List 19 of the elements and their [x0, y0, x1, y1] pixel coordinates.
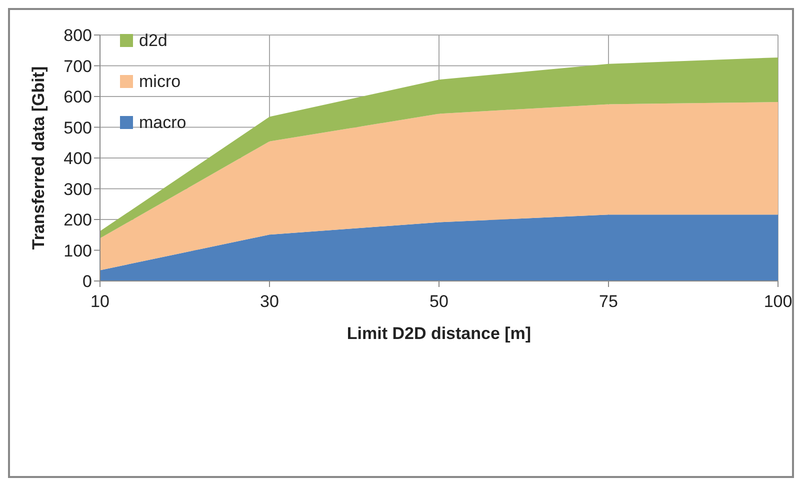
y-axis-title: Transferred data [Gbit] [29, 66, 48, 250]
x-tick-label: 50 [430, 292, 448, 312]
y-tick-label: 500 [64, 118, 92, 138]
y-tick-label: 800 [64, 26, 92, 46]
x-axis-title: Limit D2D distance [m] [346, 324, 532, 343]
y-tick-label: 600 [64, 88, 92, 107]
x-tick-label: 100 [764, 292, 792, 312]
x-tick-label: 30 [260, 292, 279, 312]
legend-label: d2d [139, 30, 168, 50]
y-tick-label: 200 [64, 210, 92, 230]
legend-label: macro [139, 112, 186, 132]
y-tick-label: 400 [64, 149, 92, 168]
x-tick-label: 75 [599, 292, 618, 312]
x-tick-label: 10 [90, 292, 110, 312]
y-tick-label: 0 [82, 272, 92, 292]
y-tick-label: 700 [64, 56, 92, 76]
y-tick-label: 100 [64, 241, 92, 260]
legend-label: micro [139, 72, 181, 92]
y-tick-label: 300 [64, 180, 92, 199]
